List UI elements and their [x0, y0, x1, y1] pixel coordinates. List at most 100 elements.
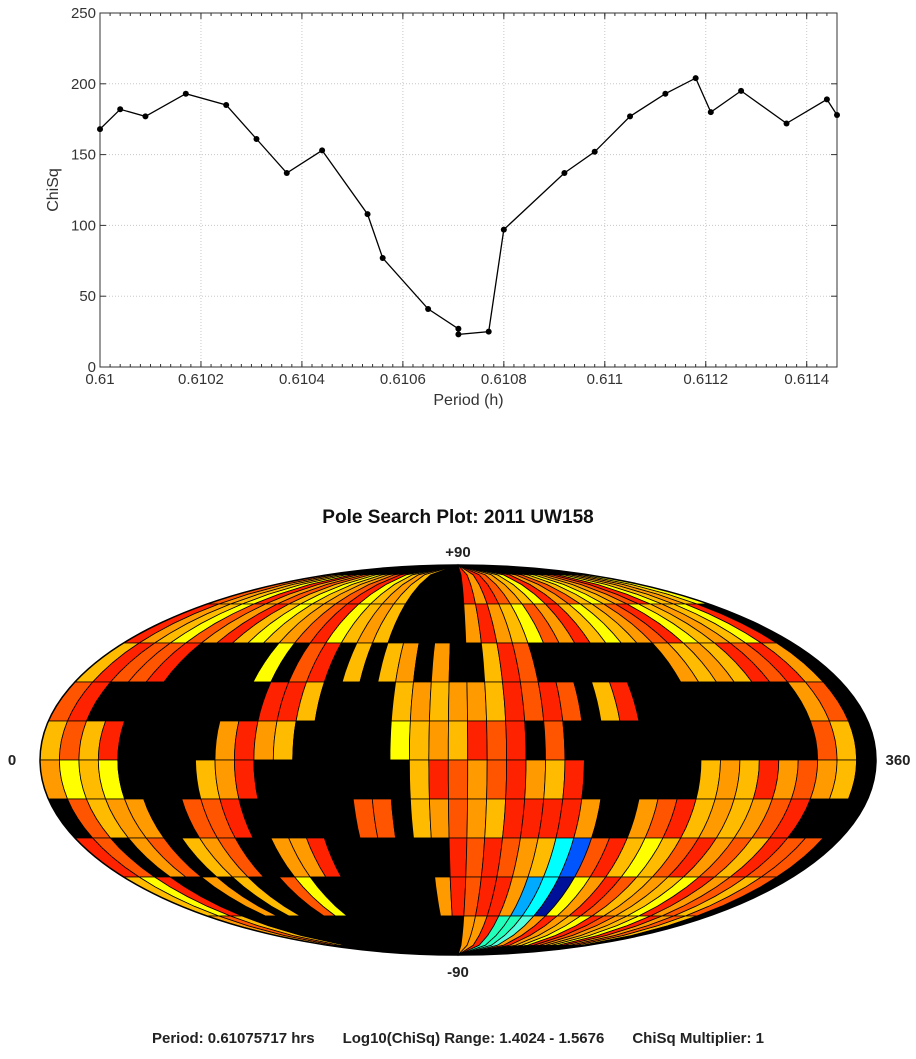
data-point	[425, 305, 432, 312]
pole-cell	[581, 759, 605, 800]
data-point	[253, 136, 260, 143]
data-point	[455, 331, 462, 338]
x-tick-label: 0.61	[85, 371, 114, 388]
pole-cell	[581, 720, 605, 761]
data-point	[783, 120, 790, 127]
pole-cell	[370, 720, 392, 761]
pole-cell	[448, 681, 468, 722]
x-tick-label: 0.6108	[481, 371, 527, 388]
pole-cell	[638, 720, 663, 761]
footer-range: Log10(ChiSq) Range: 1.4024 - 1.5676	[342, 1030, 605, 1047]
y-tick-label: 150	[71, 147, 96, 164]
pole-cell	[428, 681, 450, 722]
pole-cell	[562, 720, 585, 761]
pole-cell	[447, 720, 469, 761]
pole-cell	[449, 876, 467, 917]
plot-frame	[99, 12, 838, 368]
data-point	[283, 170, 290, 177]
pole-cell	[331, 720, 354, 761]
pole-cell	[408, 720, 430, 761]
pole-cell	[600, 720, 624, 761]
pole-cell	[408, 759, 430, 800]
lat-bottom-label: -90	[447, 964, 469, 981]
lon-right-label: 360	[885, 752, 910, 769]
footer-multiplier: ChiSq Multiplier: 1	[632, 1030, 765, 1047]
data-point	[319, 147, 326, 154]
pole-cell	[505, 759, 527, 800]
data-point	[823, 96, 830, 103]
pole-cell	[448, 837, 468, 878]
y-axis-label: ChiSq	[45, 168, 62, 212]
data-point	[500, 226, 507, 233]
data-point	[707, 109, 714, 116]
pole-cell	[486, 759, 508, 800]
pole-search-map: +90 -90 0 360	[8, 544, 911, 981]
data-point	[692, 75, 699, 82]
data-point	[834, 111, 840, 118]
pole-cell	[430, 642, 451, 683]
pole-cell	[467, 720, 488, 761]
series-line	[99, 77, 838, 336]
pole-cell	[619, 759, 644, 800]
data-point	[364, 211, 371, 218]
data-point	[379, 254, 386, 261]
pole-cell	[331, 759, 354, 800]
pole-cell	[638, 759, 663, 800]
data-point	[182, 90, 189, 97]
pole-plot-title: Pole Search Plot: 2011 UW158	[322, 507, 594, 528]
data-point	[662, 90, 669, 97]
pole-cell	[449, 603, 467, 644]
y-tick-label: 0	[88, 359, 96, 376]
pole-cell	[311, 720, 335, 761]
pole-plot-footer: Period: 0.61075717 hrs Log10(ChiSq) Range…	[0, 1030, 916, 1047]
pole-cell	[428, 720, 449, 761]
pole-cell	[389, 759, 411, 800]
pole-cell	[543, 759, 566, 800]
pole-cell	[390, 798, 414, 839]
pole-cell	[350, 759, 373, 800]
pole-cell	[484, 681, 507, 722]
footer-period: Period: 0.61075717 hrs	[151, 1030, 315, 1047]
data-point	[223, 102, 230, 109]
pole-cell	[543, 720, 566, 761]
x-tick-label: 0.6106	[380, 371, 426, 388]
pole-cell	[466, 798, 488, 839]
pole-cell	[428, 798, 450, 839]
data-point	[455, 325, 462, 332]
data-point	[117, 106, 124, 113]
pole-cell	[311, 759, 335, 800]
pole-cell	[292, 759, 316, 800]
pole-cell	[524, 759, 546, 800]
pole-cell	[370, 759, 392, 800]
x-tick-label: 0.6102	[178, 371, 224, 388]
pole-cell	[562, 759, 585, 800]
pole-cell	[484, 798, 507, 839]
pole-cell	[292, 720, 316, 761]
x-axis-label: Period (h)	[433, 392, 503, 409]
x-tick-label: 0.611	[587, 371, 623, 388]
pole-cell	[505, 720, 527, 761]
pole-cell	[466, 681, 488, 722]
data-point	[738, 87, 745, 94]
data-point	[561, 170, 568, 177]
y-tick-label: 200	[71, 76, 96, 93]
y-tick-label: 100	[71, 217, 96, 234]
pole-cell	[430, 837, 451, 878]
pole-cell	[600, 759, 624, 800]
data-point	[97, 126, 103, 133]
y-tick-label: 250	[71, 5, 96, 22]
map-outline	[39, 564, 877, 956]
pole-cell	[448, 642, 468, 683]
pole-cell	[350, 720, 373, 761]
x-tick-label: 0.6112	[683, 371, 728, 388]
lon-left-label: 0	[8, 752, 16, 769]
pole-cell	[409, 798, 432, 839]
pole-cell	[390, 681, 414, 722]
x-tick-label: 0.6104	[279, 371, 325, 388]
pole-cell	[447, 759, 469, 800]
pole-cell	[467, 759, 488, 800]
data-point	[627, 113, 634, 120]
data-point	[485, 328, 492, 335]
pole-cell	[448, 798, 468, 839]
pole-cell	[486, 720, 508, 761]
